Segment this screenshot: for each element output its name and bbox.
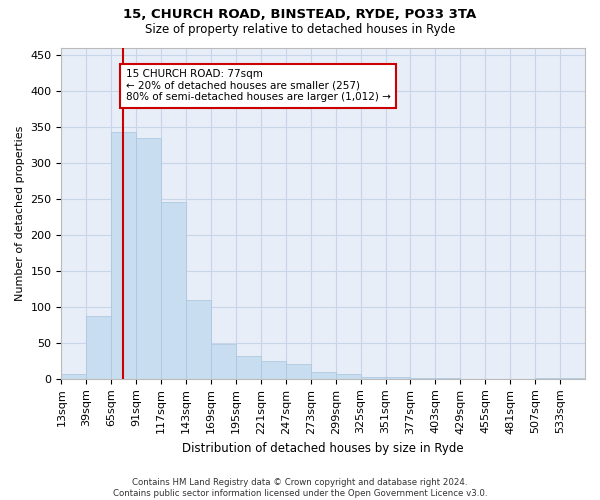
Bar	[311, 372, 335, 379]
Bar	[535, 378, 560, 379]
Bar	[436, 378, 460, 379]
Bar	[186, 300, 211, 379]
Y-axis label: Number of detached properties: Number of detached properties	[15, 126, 25, 301]
Bar	[560, 378, 585, 379]
Text: 15 CHURCH ROAD: 77sqm
← 20% of detached houses are smaller (257)
80% of semi-det: 15 CHURCH ROAD: 77sqm ← 20% of detached …	[125, 69, 391, 102]
Bar	[236, 356, 261, 379]
Text: 15, CHURCH ROAD, BINSTEAD, RYDE, PO33 3TA: 15, CHURCH ROAD, BINSTEAD, RYDE, PO33 3T…	[124, 8, 476, 20]
Bar	[161, 202, 186, 379]
Bar	[386, 378, 410, 379]
Bar	[286, 364, 311, 379]
Text: Size of property relative to detached houses in Ryde: Size of property relative to detached ho…	[145, 22, 455, 36]
Bar	[261, 361, 286, 379]
X-axis label: Distribution of detached houses by size in Ryde: Distribution of detached houses by size …	[182, 442, 464, 455]
Bar	[335, 374, 361, 379]
Text: Contains HM Land Registry data © Crown copyright and database right 2024.
Contai: Contains HM Land Registry data © Crown c…	[113, 478, 487, 498]
Bar	[111, 132, 136, 379]
Bar	[86, 316, 111, 379]
Bar	[410, 378, 436, 379]
Bar	[211, 344, 236, 379]
Bar	[361, 376, 386, 379]
Bar	[61, 374, 86, 379]
Bar	[136, 138, 161, 379]
